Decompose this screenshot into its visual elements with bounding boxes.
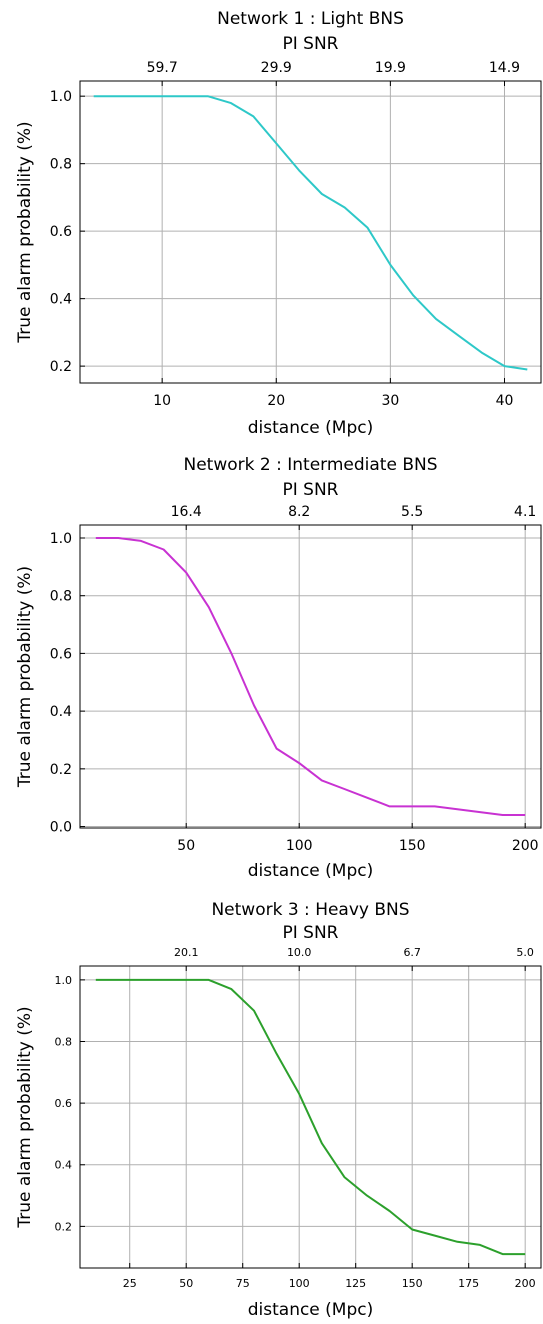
top-axis-label: PI SNR (283, 34, 339, 54)
y-axis-label: True alarm probability (%) (15, 566, 35, 788)
x-tick-label: 10 (153, 393, 171, 409)
chart-title: Network 1 : Light BNS (217, 9, 404, 29)
plot-frame (79, 965, 542, 1269)
chart-title: Network 3 : Heavy BNS (211, 900, 409, 920)
top-tick-label: 6.7 (403, 946, 421, 959)
x-tick-label: 200 (515, 1277, 536, 1290)
x-tick-label: 150 (399, 838, 426, 854)
x-tick-label: 150 (402, 1277, 423, 1290)
x-tick-label: 30 (381, 393, 399, 409)
y-tick-label: 0.4 (50, 292, 72, 308)
y-tick-label: 0.4 (55, 1159, 73, 1172)
chart-2: 50 100 150 200 0.0 0.2 0.4 0.6 0.8 1.0 16.4 8.2 5.5 4… (15, 455, 542, 881)
y-tick-label: 0.8 (50, 157, 72, 173)
y-tick-label: 0.0 (50, 820, 72, 836)
series-line-1 (93, 95, 528, 371)
series-line-1 (95, 978, 526, 1256)
top-tick-label: 16.4 (171, 504, 202, 520)
x-tick-label: 50 (177, 838, 195, 854)
x-tick-label: 40 (496, 393, 514, 409)
x-axis-label: distance (Mpc) (248, 861, 374, 881)
top-tick-label: 14.9 (489, 60, 520, 76)
top-tick-label: 59.7 (147, 60, 178, 76)
y-tick-label: 1.0 (50, 531, 72, 547)
x-tick-label: 100 (286, 838, 313, 854)
x-tick-label: 75 (236, 1277, 250, 1290)
y-tick-label: 0.6 (50, 646, 72, 662)
x-tick-label: 25 (123, 1277, 137, 1290)
x-tick-label: 200 (512, 838, 539, 854)
y-tick-label: 0.4 (50, 704, 72, 720)
y-tick-label: 1.0 (50, 89, 72, 105)
top-tick-label: 8.2 (288, 504, 310, 520)
y-tick-label: 0.6 (55, 1097, 73, 1110)
y-tick-label: 0.8 (50, 589, 72, 605)
x-tick-label: 125 (345, 1277, 366, 1290)
top-tick-label: 5.0 (516, 946, 534, 959)
top-tick-label: 29.9 (261, 60, 292, 76)
x-axis-label: distance (Mpc) (248, 418, 374, 438)
chart-1: 10 20 30 40 0.2 0.4 0.6 0.8 1.0 59.7 29.9 19.9 14.9 N… (15, 9, 542, 438)
y-axis-label: True alarm probability (%) (15, 121, 35, 343)
y-axis-label: True alarm probability (%) (15, 1006, 35, 1228)
y-tick-label: 0.2 (55, 1220, 73, 1233)
top-axis-label: PI SNR (283, 923, 339, 943)
x-tick-label: 20 (267, 393, 285, 409)
y-tick-label: 0.2 (50, 359, 72, 375)
series-line-1 (95, 537, 526, 816)
x-tick-label: 175 (458, 1277, 479, 1290)
top-tick-label: 4.1 (514, 504, 536, 520)
plot-frame (79, 80, 542, 384)
chart-title: Network 2 : Intermediate BNS (184, 455, 438, 475)
top-tick-label: 5.5 (401, 504, 423, 520)
x-axis-label: distance (Mpc) (248, 1300, 374, 1320)
y-tick-label: 0.2 (50, 762, 72, 778)
top-tick-label: 19.9 (375, 60, 406, 76)
chart-3: 25 50 75 100 125 150 175 200 0.2 0.4 0.6 0.8 1.0 20.1… (15, 900, 542, 1320)
top-tick-label: 20.1 (174, 946, 199, 959)
y-tick-label: 0.8 (55, 1035, 73, 1048)
y-tick-label: 0.6 (50, 224, 72, 240)
top-axis-label: PI SNR (283, 480, 339, 500)
y-tick-label: 1.0 (55, 974, 73, 987)
plot-frame (79, 524, 542, 829)
x-tick-label: 100 (289, 1277, 310, 1290)
x-tick-label: 50 (179, 1277, 193, 1290)
top-tick-label: 10.0 (287, 946, 312, 959)
